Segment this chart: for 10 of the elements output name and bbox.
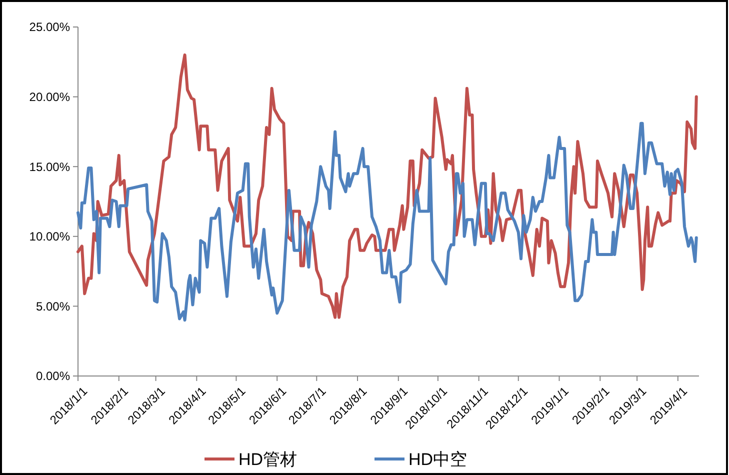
- y-tick-label: 5.00%: [36, 299, 70, 314]
- legend-label: HD中空: [408, 450, 468, 469]
- line-series: [76, 53, 698, 319]
- line-series: [76, 122, 698, 322]
- y-tick-label: 15.00%: [29, 160, 70, 174]
- y-tick-label: 10.00%: [29, 230, 70, 244]
- y-tick-label: 0.00%: [36, 369, 70, 384]
- y-tick-label: 20.00%: [29, 90, 70, 104]
- y-tick-label: 25.00%: [29, 20, 70, 34]
- legend-label: HD管材: [238, 450, 298, 469]
